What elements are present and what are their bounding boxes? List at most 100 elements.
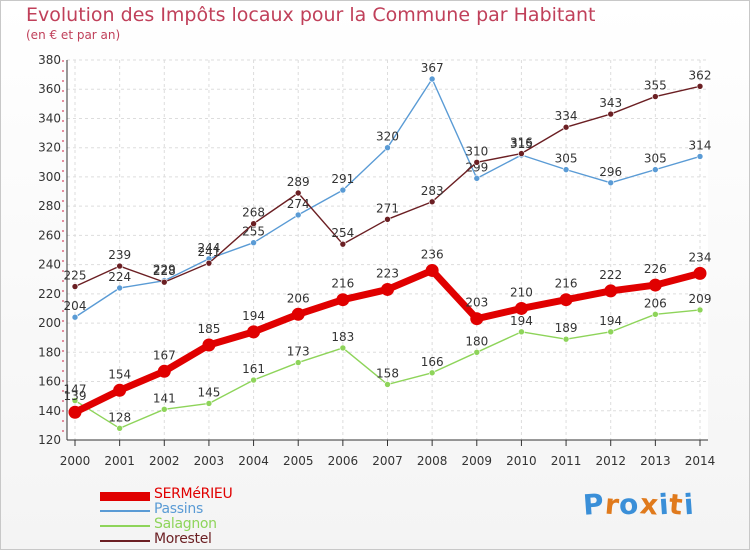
data-point <box>652 311 659 318</box>
data-label: 305 <box>644 152 667 166</box>
data-label: 226 <box>644 262 667 276</box>
data-point <box>604 284 618 298</box>
data-point <box>71 313 79 321</box>
data-point <box>384 144 391 151</box>
data-point <box>339 186 347 194</box>
data-point <box>116 262 123 270</box>
legend-label: Morestel <box>154 531 212 547</box>
data-label: 271 <box>376 201 399 215</box>
data-point <box>607 179 615 187</box>
data-point <box>514 301 528 315</box>
data-label: 268 <box>242 206 265 220</box>
data-label: 194 <box>242 309 265 323</box>
logo-letter: o <box>618 487 641 522</box>
x-tick-label: 2014 <box>685 454 716 468</box>
data-label: 222 <box>599 268 622 282</box>
series-salagnon: 147 128 141 145 161 173 183 158 166 180 194 189 194 2… <box>64 292 712 432</box>
data-label: 185 <box>197 322 220 336</box>
y-tick-label: 260 <box>38 228 61 242</box>
data-point <box>250 220 257 227</box>
data-point <box>652 93 659 100</box>
data-label: 254 <box>331 226 354 240</box>
data-point <box>470 312 484 326</box>
data-label: 223 <box>376 266 399 280</box>
y-tick-label: 240 <box>38 258 61 272</box>
y-tick-label: 280 <box>38 199 61 213</box>
data-label: 204 <box>64 299 87 313</box>
data-label: 299 <box>465 160 488 174</box>
data-point <box>648 278 662 292</box>
data-label: 161 <box>242 362 265 376</box>
data-label: 141 <box>153 391 176 405</box>
data-point <box>428 369 436 377</box>
x-tick-label: 2012 <box>595 454 626 468</box>
data-point <box>205 400 213 407</box>
data-point <box>696 83 704 90</box>
data-point <box>559 293 573 307</box>
data-point <box>247 325 261 339</box>
y-tick-label: 320 <box>38 141 61 155</box>
y-tick-label: 120 <box>38 433 61 447</box>
legend-label: Salagnon <box>154 516 217 532</box>
data-label: 320 <box>376 130 399 144</box>
data-label: 225 <box>64 269 87 283</box>
series-passins: 2042242292442552742913203672993153052963… <box>64 61 712 321</box>
logo-letter: i <box>682 487 696 522</box>
logo-letter: P <box>581 487 606 522</box>
data-label: 180 <box>465 334 488 348</box>
legend-swatch <box>100 540 150 542</box>
data-point <box>607 328 615 336</box>
data-label: 183 <box>331 330 354 344</box>
y-tick-label: 160 <box>38 375 61 389</box>
data-point <box>294 189 302 197</box>
data-point <box>652 166 659 173</box>
data-point <box>339 344 347 352</box>
data-label: 236 <box>421 247 444 261</box>
data-point <box>428 75 436 83</box>
data-label: 173 <box>287 345 310 359</box>
data-label: 362 <box>689 68 712 82</box>
proxiti-logo: Proxiti <box>581 487 696 522</box>
data-point <box>205 259 213 267</box>
y-tick-label: 220 <box>38 287 61 301</box>
data-label: 314 <box>689 138 712 152</box>
data-point <box>291 307 305 321</box>
data-point <box>294 211 302 219</box>
data-point <box>294 359 302 366</box>
data-point <box>562 335 570 343</box>
data-label: 241 <box>197 245 220 259</box>
y-tick-label: 360 <box>38 82 61 96</box>
data-point <box>562 123 570 131</box>
data-label: 206 <box>287 291 310 305</box>
x-tick-label: 2000 <box>60 454 91 468</box>
y-tick-label: 140 <box>38 404 61 418</box>
legend-swatch <box>100 510 150 512</box>
data-point <box>250 239 257 246</box>
data-point <box>336 293 350 307</box>
data-label: 209 <box>689 292 712 306</box>
data-point <box>384 381 391 388</box>
data-point <box>607 110 615 118</box>
chart-title: Evolution des Impôts locaux pour la Comm… <box>26 4 596 26</box>
x-tick-label: 2004 <box>238 454 269 468</box>
data-point <box>518 150 525 157</box>
data-point <box>562 166 570 173</box>
series-serm-rieu: 139 154 167 185 194 206 216 223 236 203 210 216 222 2… <box>64 247 711 419</box>
data-label: 334 <box>555 109 578 123</box>
y-tick-label: 300 <box>38 170 61 184</box>
data-point <box>473 175 481 182</box>
x-tick-label: 2009 <box>462 454 493 468</box>
data-point <box>696 306 704 314</box>
data-point <box>339 240 347 248</box>
data-label: 189 <box>555 321 578 335</box>
data-point <box>160 278 168 286</box>
legend-label: Passins <box>154 501 203 517</box>
data-label: 291 <box>331 172 354 186</box>
y-tick-label: 340 <box>38 111 61 125</box>
data-label: 305 <box>555 152 578 166</box>
data-label: 367 <box>421 61 444 75</box>
data-point <box>116 284 123 292</box>
data-label: 158 <box>376 366 399 380</box>
x-tick-label: 2010 <box>506 454 537 468</box>
data-label: 283 <box>421 184 444 198</box>
